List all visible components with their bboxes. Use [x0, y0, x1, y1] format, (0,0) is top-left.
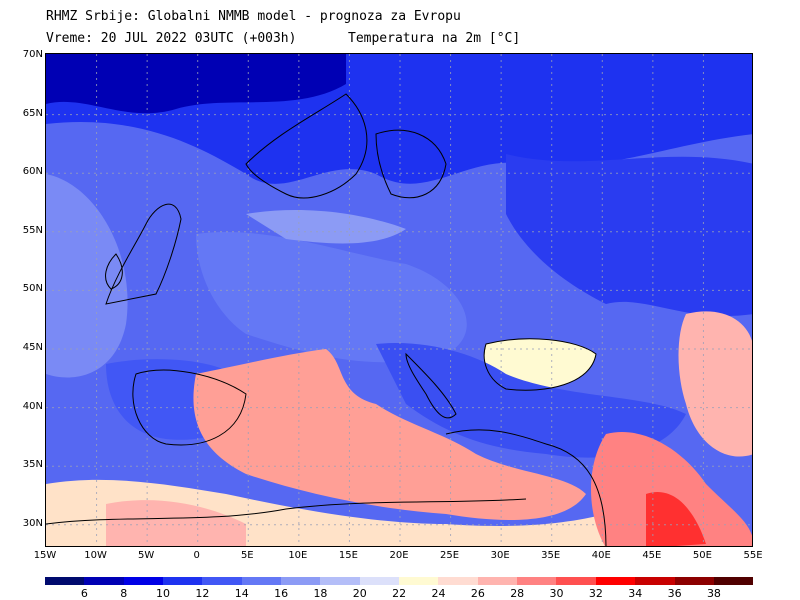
colorbar-swatch [281, 577, 321, 585]
colorbar-swatch [517, 577, 557, 585]
colorbar-swatch [84, 577, 124, 585]
colorbar-label: 26 [470, 587, 485, 600]
longitude-label: 40E [591, 550, 611, 561]
colorbar-label: 18 [313, 587, 328, 600]
colorbar-swatch [713, 577, 754, 585]
colorbar-label: 22 [392, 587, 407, 600]
colorbar-swatch [202, 577, 242, 585]
north-africa-warm-patch [106, 500, 246, 546]
title-line-3: Temperatura na 2m [°C] [348, 31, 521, 46]
longitude-label: 35E [541, 550, 561, 561]
longitude-label: 15E [338, 550, 358, 561]
colorbar-swatch [359, 577, 400, 585]
caucasus-region [678, 311, 752, 457]
colorbar-label: 14 [234, 587, 249, 600]
colorbar-swatch [635, 577, 675, 585]
latitude-label: 35N [22, 459, 43, 471]
colorbar [45, 577, 754, 585]
latitude-label: 45N [22, 342, 43, 353]
colorbar-swatch [556, 577, 596, 585]
baltic-light-region [246, 209, 406, 244]
longitude-label: 15W [33, 550, 57, 561]
title-line-1: RHMZ Srbije: Globalni NMMB model - progn… [46, 9, 461, 24]
colorbar-label: 34 [628, 587, 643, 600]
mediterranean-region [193, 349, 586, 520]
colorbar-swatch [438, 577, 478, 585]
longitude-label: 45E [642, 550, 662, 561]
colorbar-label: 20 [352, 587, 367, 600]
longitude-label: 20E [389, 550, 409, 561]
colorbar-swatch [123, 577, 164, 585]
atlantic-light-region [46, 174, 128, 378]
colorbar-label: 8 [120, 587, 128, 600]
colorbar-swatch [674, 577, 714, 585]
colorbar-label: 32 [588, 587, 603, 600]
colorbar-label: 10 [156, 587, 171, 600]
colorbar-swatch [477, 577, 518, 585]
latitude-label: 30N [22, 517, 43, 529]
longitude-label: 5E [240, 550, 254, 561]
east-cold-region [506, 154, 752, 317]
longitude-label: 10W [84, 550, 107, 561]
longitude-label: 5W [138, 550, 155, 561]
map-canvas [46, 54, 752, 546]
colorbar-swatch [595, 577, 636, 585]
colorbar-label: 38 [706, 587, 721, 600]
colorbar-swatch [163, 577, 203, 585]
colorbar-swatch [45, 577, 85, 585]
colorbar-swatch [320, 577, 360, 585]
latitude-label: 55N [22, 224, 43, 236]
colorbar-label: 28 [510, 587, 525, 600]
latitude-label: 50N [22, 283, 43, 295]
longitude-label: 0 [193, 550, 200, 561]
longitude-label: 55E [743, 550, 763, 561]
latitude-label: 70N [22, 49, 43, 60]
temperature-map [45, 53, 753, 547]
middle-east-region [591, 432, 752, 546]
longitude-label: 25E [440, 550, 460, 561]
longitude-label: 30E [490, 550, 510, 561]
colorbar-label: 16 [274, 587, 289, 600]
latitude-label: 60N [22, 166, 43, 178]
longitude-label: 50E [692, 550, 712, 561]
colorbar-label: 30 [549, 587, 564, 600]
title-line-2: Vreme: 20 JUL 2022 03UTC (+003h) [46, 31, 297, 46]
colorbar-swatch [399, 577, 439, 585]
colorbar-label: 24 [431, 587, 446, 600]
coastlines [46, 93, 607, 546]
longitude-label: 10E [288, 550, 308, 561]
graticule [46, 54, 752, 546]
colorbar-swatch [241, 577, 282, 585]
central-europe-region [196, 231, 467, 363]
colorbar-label: 36 [667, 587, 682, 600]
coldest-north-region [46, 54, 346, 114]
latitude-label: 40N [22, 400, 43, 412]
middle-east-hot-patch [646, 492, 706, 546]
colorbar-label: 6 [80, 587, 88, 600]
latitude-label: 65N [22, 107, 43, 119]
balkans-turkey-region [376, 343, 686, 458]
colorbar-label: 12 [195, 587, 210, 600]
